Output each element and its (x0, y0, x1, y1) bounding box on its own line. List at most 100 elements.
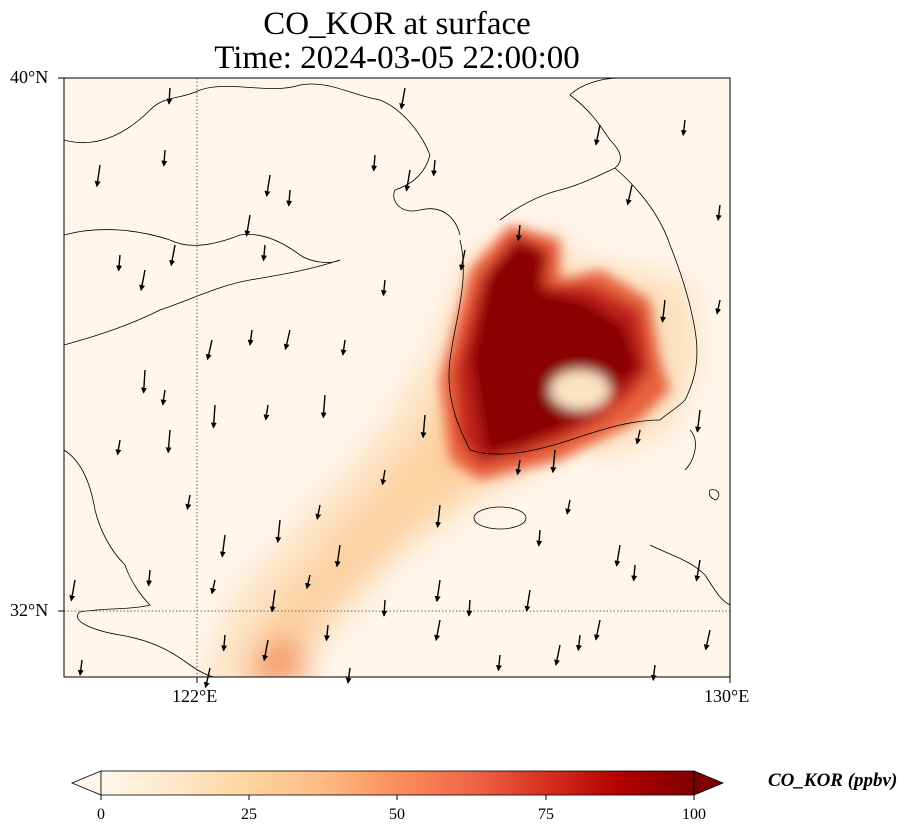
wind-arrow (575, 634, 582, 652)
wind-arrow (169, 244, 176, 267)
wind-arrow (371, 154, 378, 172)
wind-arrow (275, 519, 282, 544)
wind-arrow (399, 87, 406, 110)
coast-east-korea (614, 167, 698, 421)
wind-arrow (434, 619, 441, 642)
wind-arrow (435, 504, 442, 528)
wind-arrow (94, 164, 101, 188)
wind-arrow (161, 149, 168, 167)
wind-arrow (345, 667, 352, 684)
map-title-line2: Time: 2024-03-05 22:00:00 (214, 40, 580, 76)
wind-arrow (166, 87, 173, 105)
wind-arrow (459, 249, 466, 271)
wind-arrow (260, 244, 267, 262)
wind-arrow (262, 639, 269, 662)
colorbar-label: CO_KOR (ppbv) (768, 770, 898, 791)
coast-tsushima (708, 489, 720, 501)
wind-arrow (165, 429, 172, 454)
wind-arrow (434, 579, 441, 603)
wind-arrow (715, 299, 722, 315)
wind-arrow (203, 667, 211, 689)
wind-arrow (404, 169, 411, 192)
wind-arrow (660, 299, 667, 323)
coast-north-korea (499, 78, 621, 221)
wind-arrow (320, 394, 327, 419)
wind-arrow (283, 329, 291, 351)
wind-arrow (115, 439, 122, 456)
wind-arrow (160, 389, 167, 406)
coast-japan (649, 429, 730, 606)
wind-arrow (146, 569, 153, 587)
wind-arrow (221, 634, 228, 652)
colorbar-tick-75: 75 (538, 806, 554, 823)
wind-arrow (565, 499, 572, 515)
coast-west-south-korea (448, 239, 661, 455)
wind-arrow (185, 494, 192, 511)
coast-north-china (64, 83, 461, 236)
wind-arrow (695, 409, 701, 433)
lon-label-130e: 130°E (704, 686, 750, 706)
wind-arrow (536, 529, 543, 547)
wind-arrow (650, 664, 657, 682)
map-title-line1: CO_KOR at surface (263, 6, 531, 42)
wind-arrow (635, 429, 642, 445)
wind-arrow (381, 599, 388, 617)
wind-arrow (703, 629, 711, 651)
wind-arrow (269, 589, 276, 613)
wind-arrow (69, 579, 76, 602)
wind-arrow (524, 589, 531, 612)
wind-arrow (380, 469, 387, 486)
colorbar-tick-25: 25 (241, 806, 257, 823)
coastlines (64, 78, 730, 677)
wind-arrow (495, 654, 502, 672)
wind-arrow (593, 619, 601, 641)
wind-arrow (219, 534, 226, 558)
wind-arrow (625, 184, 633, 206)
wind-arrow (340, 339, 347, 356)
wind-arrow (247, 329, 254, 346)
wind-arrow (305, 574, 311, 590)
wind-arrow (286, 189, 293, 207)
colorbar-tick-100: 100 (682, 806, 706, 823)
wind-arrow (323, 624, 330, 642)
wind-arrow (680, 119, 687, 137)
gridlines (64, 78, 730, 677)
wind-arrow (614, 544, 621, 567)
lat-label-32n: 32°N (10, 600, 49, 620)
lat-label-40n: 40°N (10, 67, 49, 87)
wind-arrow (315, 504, 322, 520)
wind-arrow (593, 124, 601, 146)
wind-arrow (715, 204, 722, 221)
wind-arrow (380, 279, 387, 297)
wind-arrow (139, 269, 146, 292)
wind-arrow (140, 369, 147, 394)
colorbar-extend-max (693, 770, 725, 796)
jeju-island (473, 506, 527, 530)
wind-arrow (631, 564, 638, 582)
wind-arrow (554, 644, 561, 666)
coast-east-china (64, 449, 216, 677)
wind-arrow (420, 414, 427, 439)
wind-arrow (263, 404, 270, 421)
colorbar-extend-min (70, 770, 102, 796)
wind-arrow (515, 459, 522, 476)
wind-arrow (515, 224, 522, 242)
wind-arrow (205, 339, 213, 361)
map-field (64, 78, 730, 677)
lon-label-122e: 122°E (172, 686, 218, 706)
coast-shandong (64, 229, 341, 346)
korea-plume (440, 225, 670, 480)
map-frame (63, 77, 731, 678)
wind-arrow (431, 159, 438, 177)
colorbar-tick-50: 50 (389, 806, 405, 823)
wind-arrow (77, 659, 84, 676)
wind-arrow (116, 254, 123, 272)
wind-arrow (244, 214, 251, 237)
wind-arrow (550, 449, 557, 474)
colorbar-tick-0: 0 (97, 806, 105, 823)
colorbar-ticks (100, 795, 695, 800)
wind-arrow (210, 579, 217, 595)
wind-arrow (264, 174, 271, 197)
